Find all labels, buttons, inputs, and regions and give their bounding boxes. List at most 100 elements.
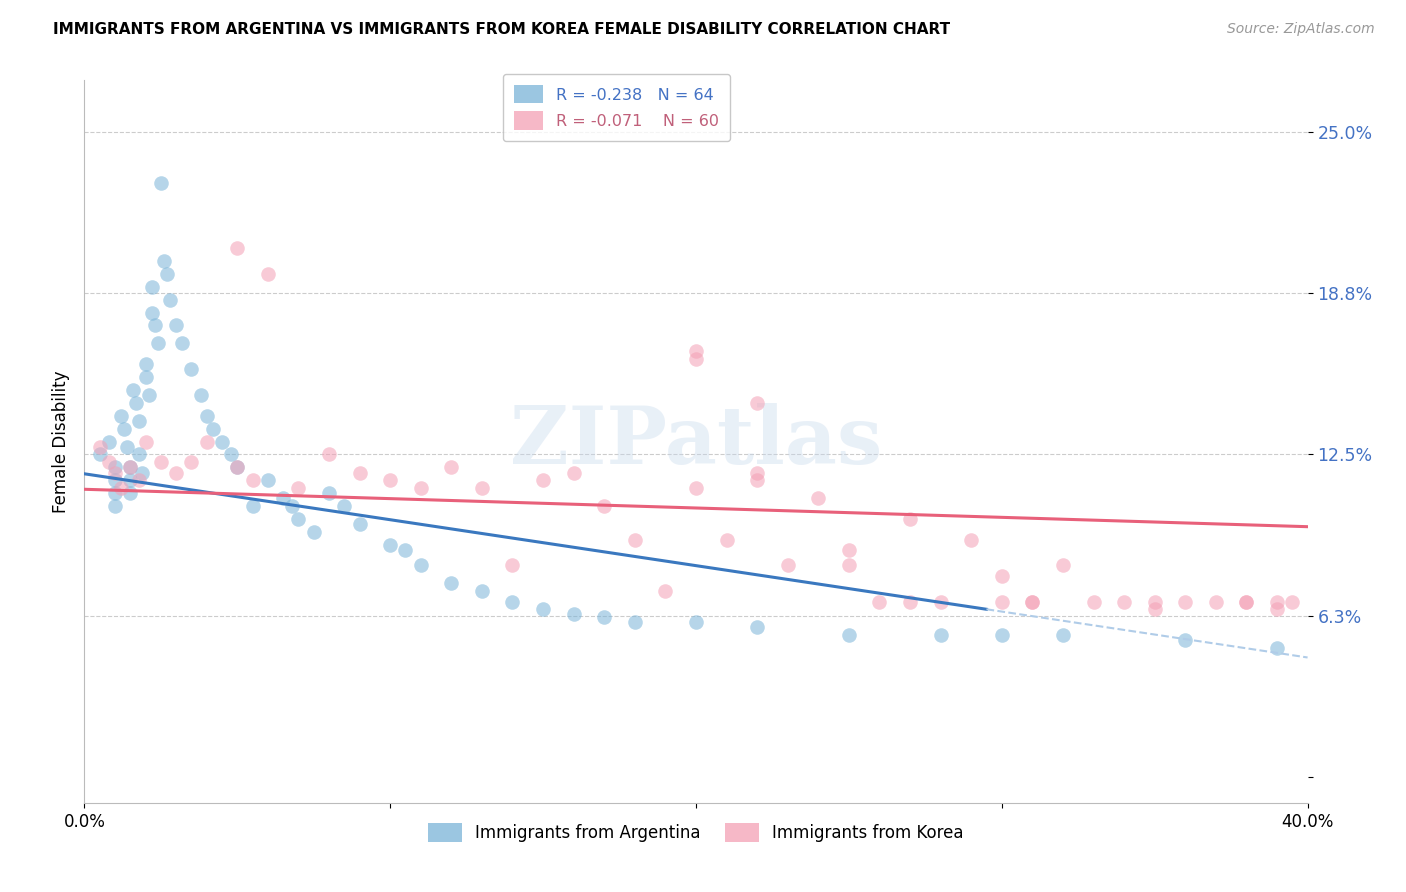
Point <box>409 481 432 495</box>
Point <box>257 473 280 487</box>
Point <box>271 491 294 506</box>
Point <box>1052 628 1074 642</box>
Point <box>991 568 1014 582</box>
Point <box>1083 594 1105 608</box>
Point <box>1021 594 1043 608</box>
Point <box>991 628 1014 642</box>
Point <box>89 447 111 461</box>
Point <box>135 370 157 384</box>
Point <box>685 344 707 359</box>
Point <box>141 305 163 319</box>
Point <box>747 396 769 410</box>
Point <box>287 512 309 526</box>
Point <box>180 362 202 376</box>
Point <box>125 396 148 410</box>
Point <box>502 558 524 573</box>
Point <box>1265 594 1288 608</box>
Point <box>349 466 371 480</box>
Point <box>1114 594 1136 608</box>
Point <box>562 607 585 622</box>
Point <box>838 628 860 642</box>
Point <box>165 318 187 333</box>
Point <box>531 473 554 487</box>
Point <box>394 542 416 557</box>
Point <box>685 615 707 630</box>
Point <box>654 584 676 599</box>
Point <box>97 455 120 469</box>
Point <box>562 466 585 480</box>
Point <box>1174 594 1197 608</box>
Point <box>1265 602 1288 616</box>
Point <box>120 460 142 475</box>
Point <box>219 447 242 461</box>
Point <box>135 357 157 371</box>
Point <box>146 336 169 351</box>
Point <box>333 499 356 513</box>
Point <box>471 481 494 495</box>
Point <box>1236 594 1258 608</box>
Point <box>593 499 616 513</box>
Text: IMMIGRANTS FROM ARGENTINA VS IMMIGRANTS FROM KOREA FEMALE DISABILITY CORRELATION: IMMIGRANTS FROM ARGENTINA VS IMMIGRANTS … <box>53 22 950 37</box>
Point <box>195 409 218 423</box>
Point <box>242 473 264 487</box>
Point <box>104 486 127 500</box>
Point <box>1205 594 1227 608</box>
Point <box>104 466 127 480</box>
Point <box>838 542 860 557</box>
Point <box>287 481 309 495</box>
Point <box>685 481 707 495</box>
Point <box>991 594 1014 608</box>
Point <box>409 558 432 573</box>
Point <box>624 533 647 547</box>
Point <box>440 576 463 591</box>
Point <box>141 279 163 293</box>
Point <box>318 486 340 500</box>
Point <box>349 517 371 532</box>
Point <box>128 447 150 461</box>
Point <box>1143 594 1166 608</box>
Point <box>195 434 218 449</box>
Point <box>838 558 860 573</box>
Point <box>104 499 127 513</box>
Point <box>380 538 402 552</box>
Point <box>115 440 138 454</box>
Point <box>89 440 111 454</box>
Point <box>138 388 160 402</box>
Point <box>110 409 132 423</box>
Point <box>1265 640 1288 655</box>
Point <box>131 466 153 480</box>
Point <box>226 460 249 475</box>
Point <box>112 422 135 436</box>
Point <box>898 512 921 526</box>
Point <box>135 434 157 449</box>
Point <box>960 533 983 547</box>
Point <box>380 473 402 487</box>
Point <box>929 594 952 608</box>
Point <box>159 293 181 307</box>
Point <box>226 460 249 475</box>
Point <box>898 594 921 608</box>
Point <box>190 388 212 402</box>
Point <box>869 594 891 608</box>
Point <box>104 473 127 487</box>
Point <box>201 422 224 436</box>
Text: Source: ZipAtlas.com: Source: ZipAtlas.com <box>1227 22 1375 37</box>
Point <box>120 460 142 475</box>
Point <box>211 434 233 449</box>
Point <box>128 473 150 487</box>
Point <box>143 318 166 333</box>
Point <box>747 473 769 487</box>
Point <box>97 434 120 449</box>
Point <box>149 455 172 469</box>
Point <box>776 558 799 573</box>
Point <box>172 336 194 351</box>
Point <box>1021 594 1043 608</box>
Point <box>120 473 142 487</box>
Text: ZIPatlas: ZIPatlas <box>510 402 882 481</box>
Point <box>104 460 127 475</box>
Point <box>318 447 340 461</box>
Point <box>1281 594 1303 608</box>
Point <box>1052 558 1074 573</box>
Point <box>149 177 172 191</box>
Point <box>120 486 142 500</box>
